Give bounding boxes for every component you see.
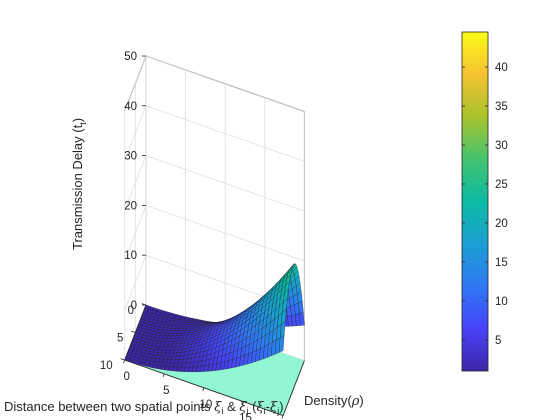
z-tick-label: 30 — [124, 151, 137, 163]
x-tick-mark — [241, 401, 244, 405]
x-tick-label: 10 — [200, 399, 213, 411]
y-axis-label-diff-a: ξ — [257, 400, 265, 415]
y-axis-label: Distance between two spatial points ξi &… — [4, 399, 284, 416]
y-tick-label: 10 — [100, 360, 113, 372]
y-axis-label-diff-a-sub: i — [264, 406, 266, 416]
x-tick-mark — [162, 373, 165, 378]
y-axis-label-diff-b: ξ — [270, 400, 278, 415]
x-axis-label-text: Density( — [304, 393, 352, 408]
y-axis-label-sym-i: ξ — [214, 400, 222, 415]
y-axis-label-paren-open: ( — [249, 399, 258, 414]
y-tick-label: 0 — [128, 305, 134, 317]
colorbar-tick-label: 20 — [495, 218, 508, 230]
z-tick-label: 50 — [124, 51, 137, 63]
x-tick-labels: 05101520 — [123, 359, 284, 420]
z-axis-label-close: ) — [70, 118, 85, 122]
z-axis-label-sub: t — [78, 122, 88, 125]
colorbar-ticks: 5 10 15 20 25 30 35 40 — [462, 62, 508, 347]
y-tick-mark — [131, 330, 136, 333]
colorbar-tick-label: 30 — [495, 140, 508, 152]
y-axis-label-minus: - — [266, 399, 270, 414]
z-tick-labels: 0 10 20 30 40 50 — [124, 51, 146, 312]
z-tick-label: 10 — [124, 250, 137, 262]
colorbar-tick-label: 15 — [495, 257, 508, 269]
z-axis-label-text: Transmission Delay (t — [70, 124, 85, 250]
y-axis-label-sym-j: ξ — [239, 400, 247, 415]
z-axis-label: Transmission Delay (tt) — [70, 118, 88, 250]
x-axis-label-close: ) — [359, 393, 363, 408]
y-axis-label-sub-j: j — [246, 406, 249, 416]
surface-patch — [298, 300, 304, 314]
y-tick-label: 5 — [117, 333, 123, 345]
colorbar-tick-label: 35 — [495, 101, 508, 113]
x-tick-mark — [202, 387, 205, 391]
box-edge — [282, 360, 305, 416]
y-axis-label-diff-b-sub: j — [276, 406, 279, 416]
colorbar — [461, 31, 489, 372]
surface-mesh — [124, 263, 305, 373]
y-tick-labels: 0 5 10 — [100, 303, 147, 372]
colorbar-tick-label: 25 — [495, 179, 508, 191]
x-tick-label: 5 — [163, 385, 169, 397]
colorbar-tick-label: 10 — [495, 296, 508, 308]
y-tick-mark — [120, 358, 125, 361]
z-tick-label: 20 — [124, 200, 137, 212]
colorbar-tick-label: 5 — [495, 335, 501, 347]
y-axis-label-text: Distance between two spatial points — [4, 399, 214, 414]
y-axis-label-amp: & — [223, 399, 239, 414]
z-tick-label: 0 — [131, 300, 137, 312]
x-tick-mark — [123, 359, 126, 364]
z-tick-label: 40 — [124, 101, 137, 113]
x-tick-label: 15 — [239, 413, 252, 420]
x-tick-mark — [281, 415, 284, 419]
surface-patch — [278, 334, 285, 353]
x-tick-label: 0 — [123, 371, 129, 383]
y-axis-label-sub-i: i — [221, 406, 223, 416]
x-axis-label: Density(ρ) — [304, 393, 364, 409]
y-axis-label-paren-close: ) — [279, 399, 283, 414]
x-axis-label-symbol: ρ — [351, 394, 360, 409]
colorbar-tick-label: 40 — [495, 62, 508, 74]
